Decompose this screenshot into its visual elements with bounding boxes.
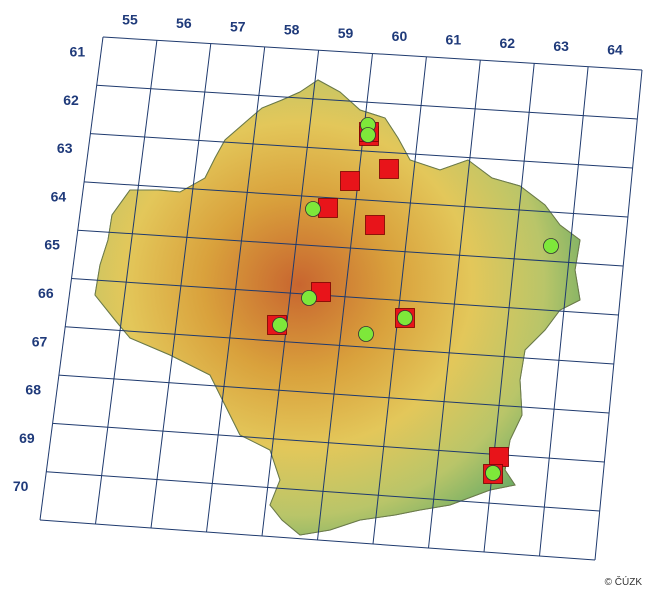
row-label: 63 xyxy=(57,140,73,156)
circle-markers xyxy=(272,117,559,481)
column-label: 61 xyxy=(446,31,462,47)
square-marker xyxy=(379,159,399,179)
row-label: 69 xyxy=(19,430,35,446)
square-marker xyxy=(365,215,385,235)
column-labels: 55 56 57 58 59 60 61 62 63 64 xyxy=(122,12,623,58)
square-marker xyxy=(340,171,360,191)
grid-line-horizontal xyxy=(39,519,596,561)
column-label: 60 xyxy=(392,28,408,44)
circle-marker xyxy=(485,465,501,481)
row-label: 68 xyxy=(25,382,41,398)
row-label: 70 xyxy=(13,478,29,494)
row-label: 64 xyxy=(51,188,67,204)
grid-line-horizontal xyxy=(46,471,600,512)
circle-marker xyxy=(301,290,317,306)
circle-marker xyxy=(305,201,321,217)
copyright-text: © ČÚZK xyxy=(604,577,642,588)
grid-line-horizontal xyxy=(52,422,605,463)
row-label: 66 xyxy=(38,285,54,301)
circle-marker xyxy=(360,127,376,143)
grid-line-horizontal xyxy=(77,229,624,267)
row-label: 62 xyxy=(63,92,79,108)
row-labels: 61 62 63 64 65 66 67 68 69 70 xyxy=(13,43,85,494)
grid-line-horizontal xyxy=(65,326,614,365)
circle-marker xyxy=(543,238,559,254)
column-label: 56 xyxy=(176,15,192,31)
column-label: 64 xyxy=(607,41,623,57)
column-label: 62 xyxy=(499,35,515,51)
column-label: 59 xyxy=(338,25,354,41)
square-marker xyxy=(489,447,509,467)
circle-marker xyxy=(272,317,288,333)
column-label: 55 xyxy=(122,12,138,28)
row-label: 67 xyxy=(32,333,48,349)
grid-line-horizontal xyxy=(96,84,638,120)
column-label: 63 xyxy=(553,38,569,54)
square-marker xyxy=(318,198,338,218)
circle-marker xyxy=(397,310,413,326)
grid-line-horizontal xyxy=(84,181,628,218)
grid-line-horizontal xyxy=(71,278,619,316)
grid-line-horizontal xyxy=(58,374,610,414)
column-label: 58 xyxy=(284,22,300,38)
region-terrain xyxy=(94,79,581,536)
circle-marker xyxy=(358,326,374,342)
row-label: 61 xyxy=(70,43,86,59)
grid-line-horizontal xyxy=(90,133,633,169)
column-label: 57 xyxy=(230,18,246,34)
row-label: 65 xyxy=(44,237,60,253)
grid-line-horizontal xyxy=(102,36,643,71)
